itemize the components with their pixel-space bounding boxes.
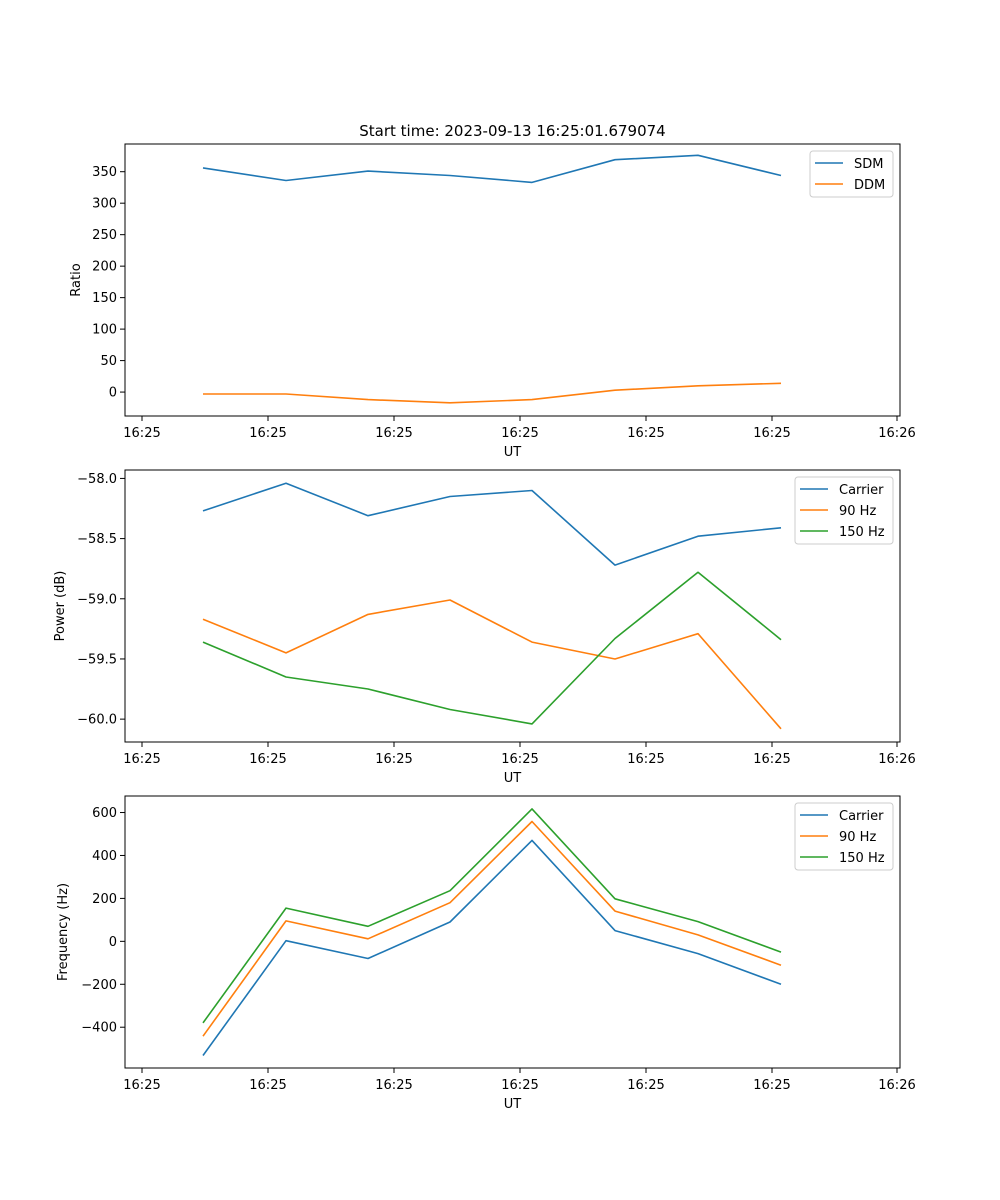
frequency-x-axis-label: UT bbox=[504, 1097, 522, 1112]
frequency-plot-frame bbox=[124, 795, 901, 1069]
legend-label: Carrier bbox=[839, 483, 884, 498]
legend-label: SDM bbox=[854, 157, 883, 172]
frequency-y-tick-label: 200 bbox=[92, 892, 117, 907]
frequency-y-tick-label: −200 bbox=[81, 978, 117, 993]
frequency-y-tick-label: 0 bbox=[109, 935, 117, 950]
legend-label: 90 Hz bbox=[839, 830, 876, 845]
power-y-ticks: −60.0 −59.5 −59.0 −58.5 −58.0 bbox=[77, 472, 125, 728]
ratio-x-tick-label: 16:25 bbox=[501, 426, 538, 441]
frequency-series-carrier-line bbox=[202, 839, 782, 1056]
power-legend-box bbox=[794, 476, 894, 545]
ratio-x-ticks: 16:25 16:25 16:25 16:25 16:25 16:25 16:26 bbox=[123, 416, 916, 441]
ratio-x-tick-label: 16:25 bbox=[375, 426, 412, 441]
ratio-y-tick-label: 150 bbox=[92, 291, 117, 306]
ratio-y-axis-label: Ratio bbox=[69, 263, 84, 296]
frequency-x-ticks: 16:25 16:25 16:25 16:25 16:25 16:25 16:26 bbox=[123, 1068, 916, 1093]
power-x-tick-label: 16:25 bbox=[501, 752, 538, 767]
ratio-series-ddm-line bbox=[203, 382, 782, 404]
legend-label: Carrier bbox=[839, 809, 884, 824]
power-legend: Carrier 90 Hz 150 Hz bbox=[794, 476, 894, 545]
power-x-tick-label: 16:25 bbox=[123, 752, 160, 767]
frequency-y-tick-label: 400 bbox=[92, 849, 117, 864]
power-y-tick-label: −59.0 bbox=[77, 592, 117, 607]
power-y-tick-label: −60.0 bbox=[77, 713, 117, 728]
ratio-x-tick-label: 16:25 bbox=[249, 426, 286, 441]
ratio-panel: Start time: 2023-09-13 16:25:01.679074 0… bbox=[69, 122, 916, 460]
ratio-plot-frame bbox=[124, 143, 901, 417]
legend-label: DDM bbox=[854, 178, 885, 193]
power-y-tick-label: −58.5 bbox=[77, 532, 117, 547]
frequency-x-tick-label: 16:25 bbox=[627, 1078, 664, 1093]
frequency-x-tick-label: 16:25 bbox=[501, 1078, 538, 1093]
frequency-y-axis-label: Frequency (Hz) bbox=[56, 883, 71, 981]
frequency-x-tick-label: 16:25 bbox=[753, 1078, 790, 1093]
chart-title: Start time: 2023-09-13 16:25:01.679074 bbox=[359, 122, 665, 140]
power-series-90-hz-line bbox=[202, 599, 782, 730]
ratio-y-tick-label: 250 bbox=[92, 228, 117, 243]
ratio-y-tick-label: 100 bbox=[92, 323, 117, 338]
frequency-x-tick-label: 16:25 bbox=[375, 1078, 412, 1093]
frequency-y-tick-label: −400 bbox=[81, 1021, 117, 1036]
ratio-x-axis-label: UT bbox=[504, 445, 522, 460]
ratio-series-sdm-line bbox=[202, 154, 782, 184]
power-series-lines bbox=[202, 482, 782, 730]
ratio-y-tick-label: 300 bbox=[92, 197, 117, 212]
power-x-tick-label: 16:25 bbox=[627, 752, 664, 767]
power-y-tick-label: −59.5 bbox=[77, 652, 117, 667]
power-x-tick-label: 16:26 bbox=[878, 752, 915, 767]
ratio-y-ticks: 0 50 100 150 200 250 300 350 bbox=[92, 165, 125, 401]
ratio-y-tick-label: 50 bbox=[100, 354, 117, 369]
power-x-axis-label: UT bbox=[504, 771, 522, 786]
frequency-series-lines bbox=[202, 808, 782, 1056]
ratio-series-lines bbox=[202, 154, 782, 404]
ratio-x-tick-label: 16:25 bbox=[123, 426, 160, 441]
ratio-x-tick-label: 16:25 bbox=[627, 426, 664, 441]
power-x-tick-label: 16:25 bbox=[249, 752, 286, 767]
frequency-legend-box bbox=[794, 802, 894, 871]
ratio-y-tick-label: 350 bbox=[92, 165, 117, 180]
power-x-tick-label: 16:25 bbox=[753, 752, 790, 767]
frequency-series-90-hz-line bbox=[202, 820, 782, 1037]
power-y-tick-label: −58.0 bbox=[77, 472, 117, 487]
power-x-tick-label: 16:25 bbox=[375, 752, 412, 767]
frequency-x-tick-label: 16:25 bbox=[123, 1078, 160, 1093]
power-panel: −60.0−59.5−59.0−58.5−58.0 16:25 16:25 16:2… bbox=[53, 469, 916, 786]
ratio-x-tick-label: 16:25 bbox=[753, 426, 790, 441]
power-series-150-hz-line bbox=[202, 571, 782, 725]
frequency-y-ticks: −400 −200 0 200 400 600 bbox=[81, 806, 125, 1036]
power-plot-frame bbox=[124, 469, 901, 743]
ratio-y-tick-label: 200 bbox=[92, 260, 117, 275]
ratio-legend: SDM DDM bbox=[809, 150, 894, 198]
legend-label: 150 Hz bbox=[839, 525, 885, 540]
power-x-ticks: 16:25 16:25 16:25 16:25 16:25 16:25 16:26 bbox=[123, 742, 916, 767]
ratio-y-tick-label: 0 bbox=[109, 386, 117, 401]
frequency-series-150-hz-line bbox=[202, 808, 782, 1024]
ratio-x-tick-label: 16:26 bbox=[878, 426, 915, 441]
frequency-legend: Carrier 90 Hz 150 Hz bbox=[794, 802, 894, 871]
frequency-x-tick-label: 16:25 bbox=[249, 1078, 286, 1093]
power-series-carrier-line bbox=[202, 482, 782, 566]
frequency-x-tick-label: 16:26 bbox=[878, 1078, 915, 1093]
power-y-axis-label: Power (dB) bbox=[53, 571, 68, 642]
frequency-y-tick-label: 600 bbox=[92, 806, 117, 821]
legend-label: 90 Hz bbox=[839, 504, 876, 519]
legend-label: 150 Hz bbox=[839, 851, 885, 866]
